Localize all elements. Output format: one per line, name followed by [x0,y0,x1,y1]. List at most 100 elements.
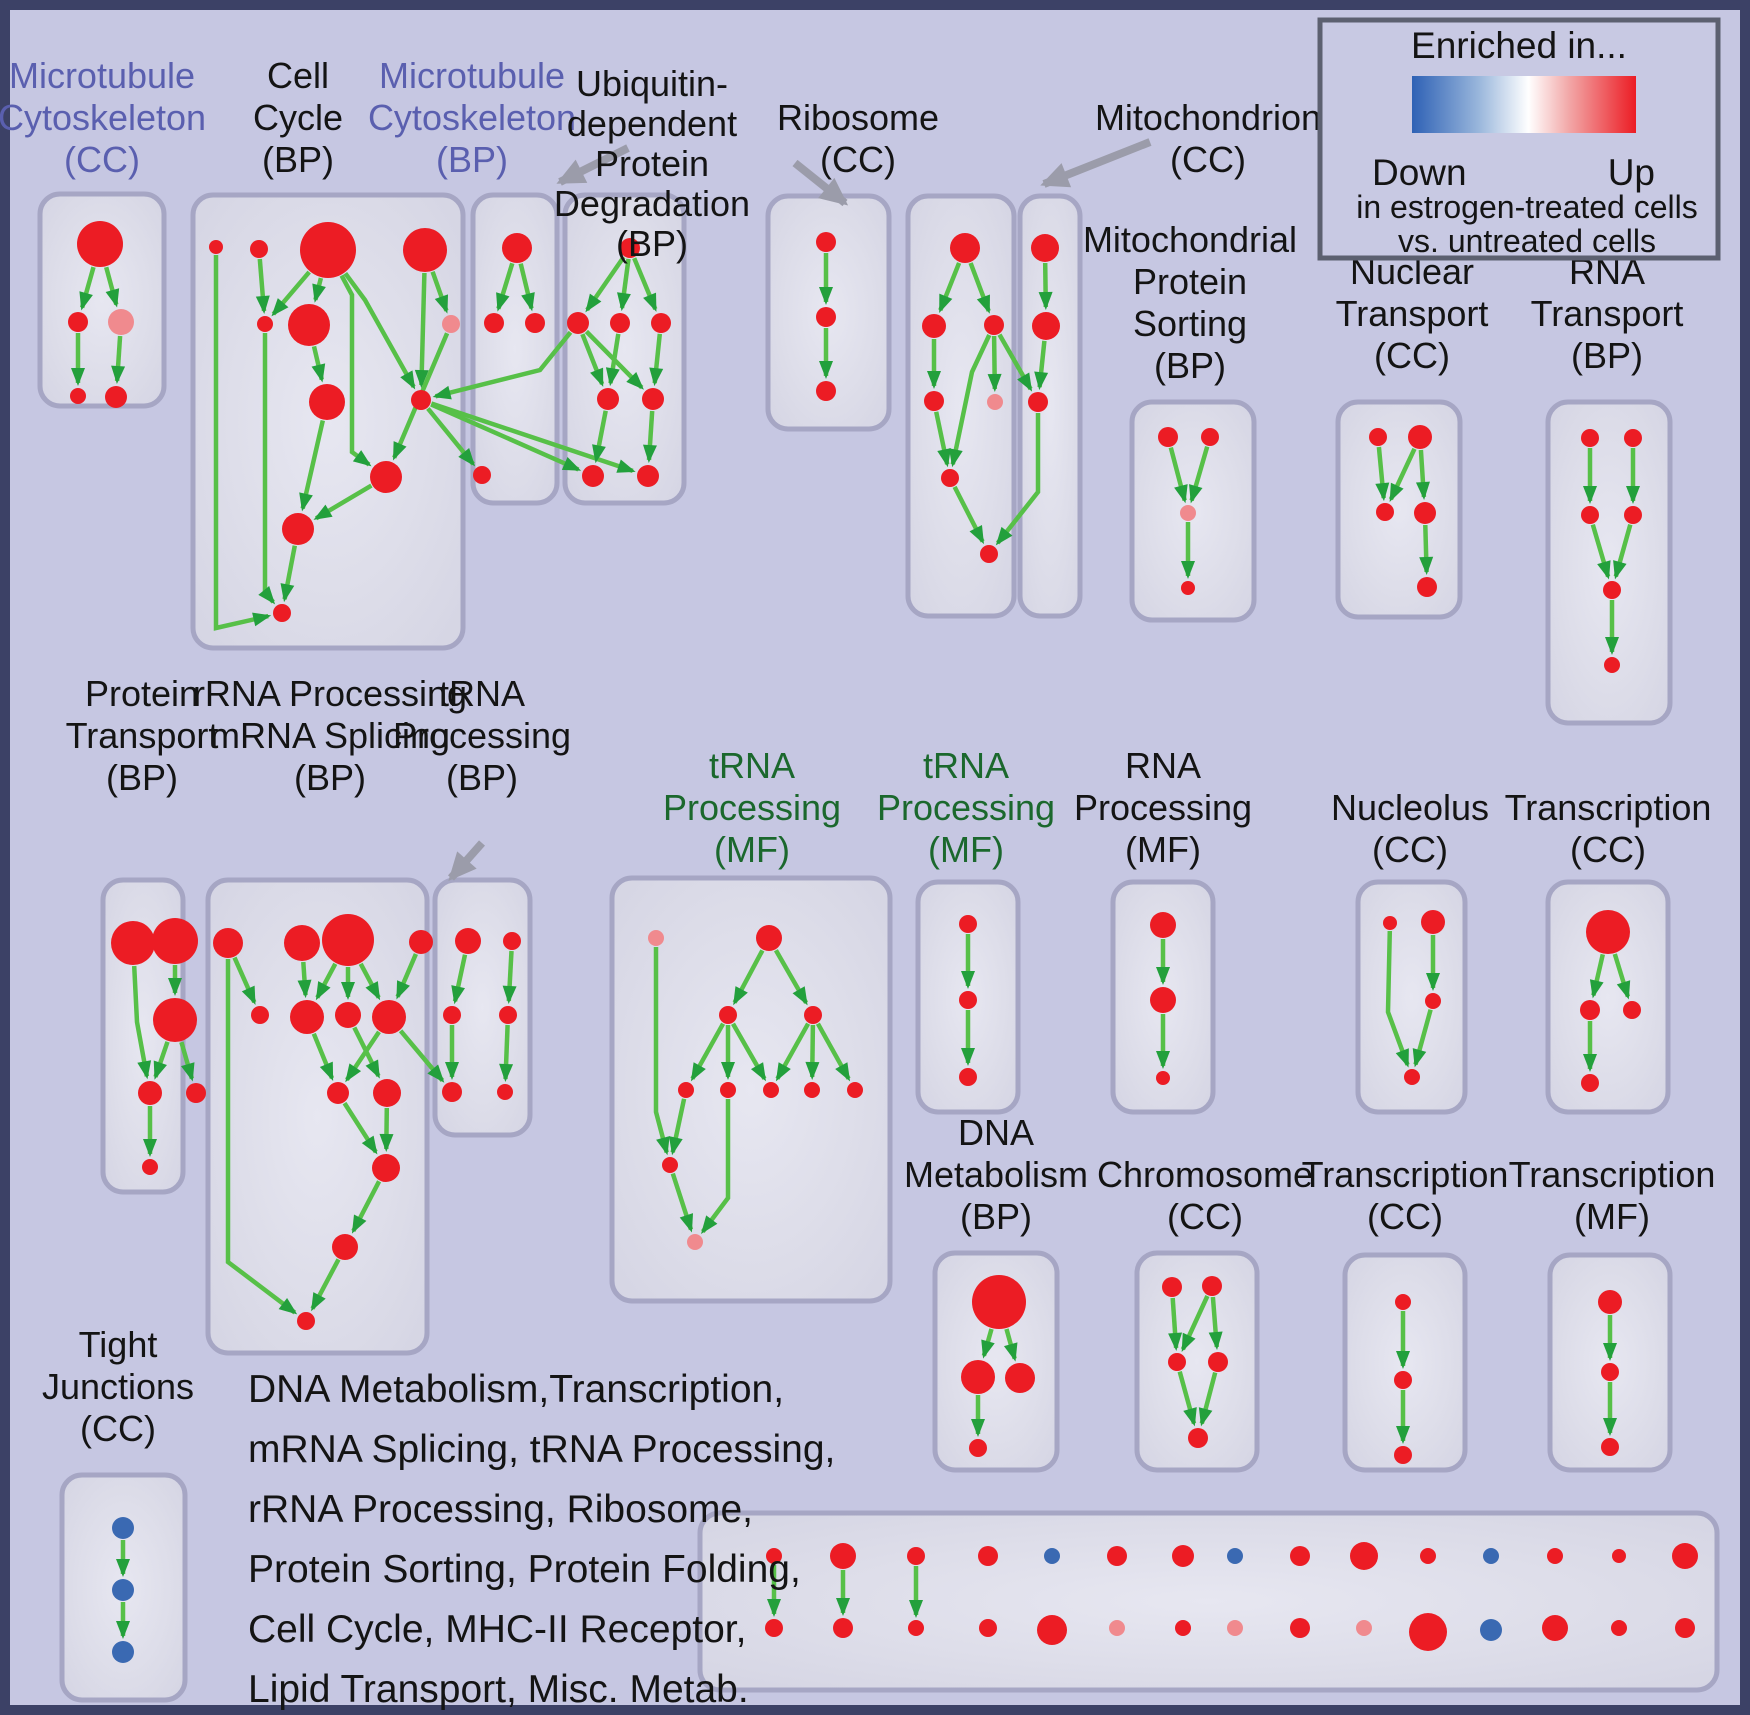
go-term-node-up [142,1159,158,1175]
go-term-node-up [1624,429,1642,447]
go-term-node-up [1156,1071,1170,1085]
cluster-label-line: Transport [1531,293,1684,334]
go-term-node-up [411,390,431,410]
cluster-label-line: (MF) [928,829,1004,870]
transcription-cc-2-label: Transcription(CC) [1302,1154,1509,1237]
go-term-node-up [922,314,946,338]
chromosome-cc-label: Chromosome(CC) [1097,1154,1313,1237]
go-relation-edge [179,1041,195,1082]
go-term-node-up [816,381,836,401]
go-term-node-up [1037,1615,1067,1645]
go-relation-edge [580,333,605,387]
go-relation-edge [585,255,626,313]
go-relation-edge [1189,445,1210,504]
go-term-node-up [1404,1069,1420,1085]
misc-cluster-text-line: Protein Sorting, Protein Folding, [248,1548,801,1591]
go-relation-edge [297,961,312,999]
go-relation-edge [258,333,276,605]
label-callout-arrow [792,159,849,207]
go-term-node-up [1421,910,1445,934]
go-term-node-up [969,1439,987,1457]
cluster-box-chromosome-cc [1134,1250,1260,1473]
go-relation-edge [968,262,991,314]
go-relation-edge [104,266,120,308]
cluster-label-line: Junctions [42,1366,194,1407]
go-term-node-up [1395,1294,1411,1310]
go-relation-edge [952,485,985,545]
go-term-node-up [403,228,447,272]
go-term-node-up [77,221,123,267]
cluster-label-line: rRNA Processing [193,673,467,714]
misc-cluster-text-line: rRNA Processing, Ribosome, [248,1488,753,1531]
go-term-node-up [642,388,664,410]
cluster-label-line: Transcription [1509,1154,1716,1195]
go-relation-edge [1415,449,1430,500]
go-term-node-up [1175,1620,1191,1636]
go-term-node-up [1612,1549,1626,1563]
go-term-node-up [497,1084,513,1100]
go-term-node-up [1107,1546,1127,1566]
cluster-box-rna-transport-bp [1545,399,1673,726]
cluster-label-line: tRNA [709,745,795,786]
go-term-node-up [300,222,356,278]
go-relation-edge [1385,930,1410,1068]
go-relation-edge [499,1024,514,1082]
go-relation-edge [280,545,298,603]
label-callout-arrow [1040,138,1152,188]
go-term-node-up [282,513,314,545]
misc-cluster-text-line: Lipid Transport, Misc. Metab. [248,1668,749,1711]
nucleolus-cc-label: Nucleolus(CC) [1331,787,1489,870]
go-term-node-down [1483,1548,1499,1564]
go-term-node-up [984,315,1004,335]
go-term-node-up [111,921,155,965]
go-term-node-up [443,1006,461,1024]
go-relation-edge [949,334,992,468]
go-term-node-up [830,1543,856,1569]
misc-cluster-text-line: mRNA Splicing, tRNA Processing, [248,1428,835,1471]
go-term-node-up [833,1618,853,1638]
go-term-node-up [372,1000,406,1034]
go-term-node-slightly-up [987,394,1003,410]
cluster-label-line: (BP) [1571,335,1643,376]
go-term-node-up [720,1082,736,1098]
go-term-node-up [138,1081,162,1105]
go-relation-edge [653,947,670,1156]
go-relation-edge [995,413,1041,546]
go-term-node-up [373,1079,401,1107]
cluster-label-line: Nucleolus [1331,787,1489,828]
go-term-node-up [1420,1548,1436,1564]
go-term-node-up [847,1082,863,1098]
cluster-label-line: Sorting [1133,303,1247,344]
cluster-label-line: Mitochondrion [1095,97,1321,138]
go-relation-edge [342,1101,378,1155]
go-term-node-up [290,1000,324,1034]
go-term-node-up [1624,506,1642,524]
go-relation-edge [313,483,373,521]
go-term-node-slightly-up [1109,1620,1125,1636]
go-relation-edge [312,277,326,303]
legend-box [1317,17,1721,261]
go-term-node-up [213,928,243,958]
go-relation-edge [1034,340,1049,391]
go-relation-edge [642,410,657,463]
go-term-node-down [112,1579,134,1601]
go-term-node-up [70,388,86,404]
cluster-label-line: dependent [567,103,737,144]
go-relation-edge [1198,1372,1218,1427]
go-term-node-up [327,1082,349,1104]
cluster-label-line: Processing [877,787,1055,828]
cluster-label-line: Ubiquitin- [576,63,728,104]
go-term-node-down [1044,1548,1060,1564]
cluster-label-line: (BP) [1154,345,1226,386]
go-term-node-up [1409,1613,1447,1651]
go-term-node-up [288,304,330,346]
cluster-label-line: (CC) [80,1408,156,1449]
go-term-node-up [959,1068,977,1086]
go-nodes [68,221,1698,1663]
cluster-boxes [37,191,1720,1703]
cluster-labels: MicrotubuleCytoskeleton(CC)CellCycle(BP)… [0,55,1715,1449]
cluster-box-ubiquitin-degradation-bp-1 [562,192,687,506]
